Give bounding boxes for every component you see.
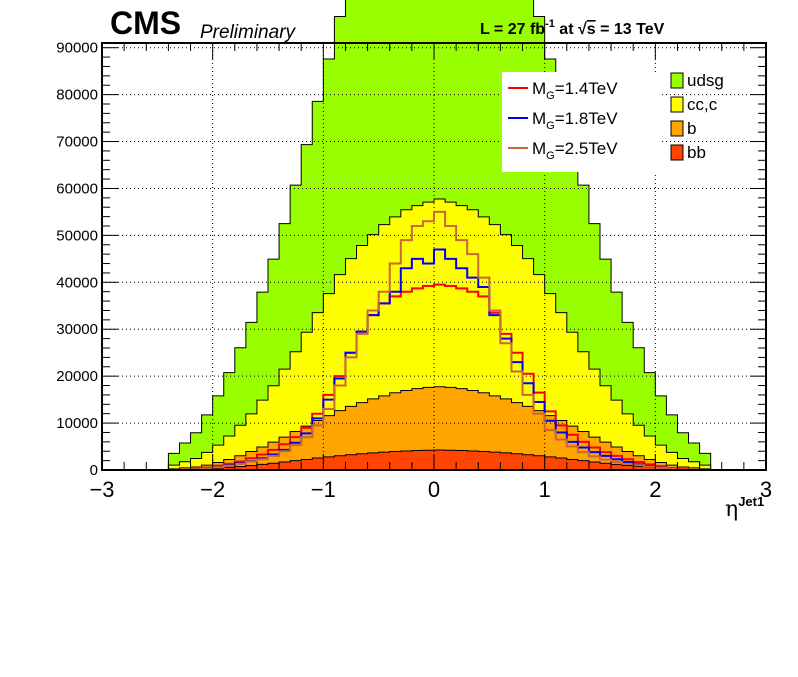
x-tick-label: 1 [539, 477, 551, 502]
x-axis-title-base: η [725, 497, 738, 522]
x-tick-label: −2 [200, 477, 225, 502]
legend-label-sub: G [546, 90, 555, 102]
y-tick-label: 0 [90, 462, 98, 479]
legend-cc-c-swatch [670, 96, 684, 113]
y-tick-label: 60000 [56, 180, 98, 197]
x-tick-label: −3 [89, 477, 114, 502]
x-axis: −3 −2 −1 0 1 2 3 [89, 43, 772, 502]
signal-1p4tev-line [102, 283, 766, 471]
legend-bb-swatch [670, 144, 684, 161]
legend-bb-label: bb [687, 143, 706, 162]
x-tick-label: 3 [760, 477, 772, 502]
legend-cc-c-label: cc,c [687, 95, 718, 114]
y-tick-label: 90000 [56, 40, 98, 57]
signal-1p4tev-legend-label: MG=1.4TeV [532, 79, 618, 102]
y-tick-label: 30000 [56, 321, 98, 338]
y-tick-label: 20000 [56, 368, 98, 385]
lumi-exponent: -1 [545, 18, 555, 30]
legend-udsg-label: udsg [687, 71, 724, 90]
y-tick-label: 70000 [56, 134, 98, 151]
lumi-mid: at [555, 21, 578, 38]
experiment-label: CMS [110, 5, 181, 41]
legend-label-main: M [532, 79, 546, 98]
lumi-prefix: L = 27 fb [480, 21, 545, 38]
legend-signal-box [502, 72, 662, 172]
x-axis-title: ηJet1 [725, 494, 764, 522]
lumi-energy: = 13 TeV [596, 21, 665, 38]
legend-b-label: b [687, 119, 696, 138]
sqrt-symbol: √ [578, 21, 587, 38]
legend-label-rest: =2.5TeV [555, 139, 619, 158]
legend-label-main: M [532, 139, 546, 158]
x-axis-title-sup: Jet1 [738, 494, 764, 509]
legend-label-rest: =1.4TeV [555, 79, 619, 98]
y-tick-label: 10000 [56, 415, 98, 432]
stack-cc-c [102, 198, 766, 471]
y-axis: 0 10000 20000 30000 40000 50000 60000 70000 8000… [56, 40, 766, 479]
legend-label-sub: G [546, 150, 555, 162]
y-tick-label: 50000 [56, 227, 98, 244]
legend-label-main: M [532, 109, 546, 128]
lumi-s: s [587, 21, 596, 38]
signal-1p8tev-legend-label: MG=1.8TeV [532, 109, 618, 132]
x-tick-label: −1 [311, 477, 336, 502]
status-label: Preliminary [200, 22, 297, 43]
y-tick-label: 40000 [56, 274, 98, 291]
signal-2p5tev-legend-label: MG=2.5TeV [532, 139, 618, 162]
x-tick-label: 0 [428, 477, 440, 502]
y-tick-label: 80000 [56, 87, 98, 104]
legend-label-rest: =1.8TeV [555, 109, 619, 128]
x-tick-label: 2 [649, 477, 661, 502]
legend-label-sub: G [546, 120, 555, 132]
luminosity-label: L = 27 fb-1 at √s = 13 TeV [480, 18, 665, 38]
legend-udsg-swatch [670, 72, 684, 89]
legend-b-swatch [670, 120, 684, 137]
